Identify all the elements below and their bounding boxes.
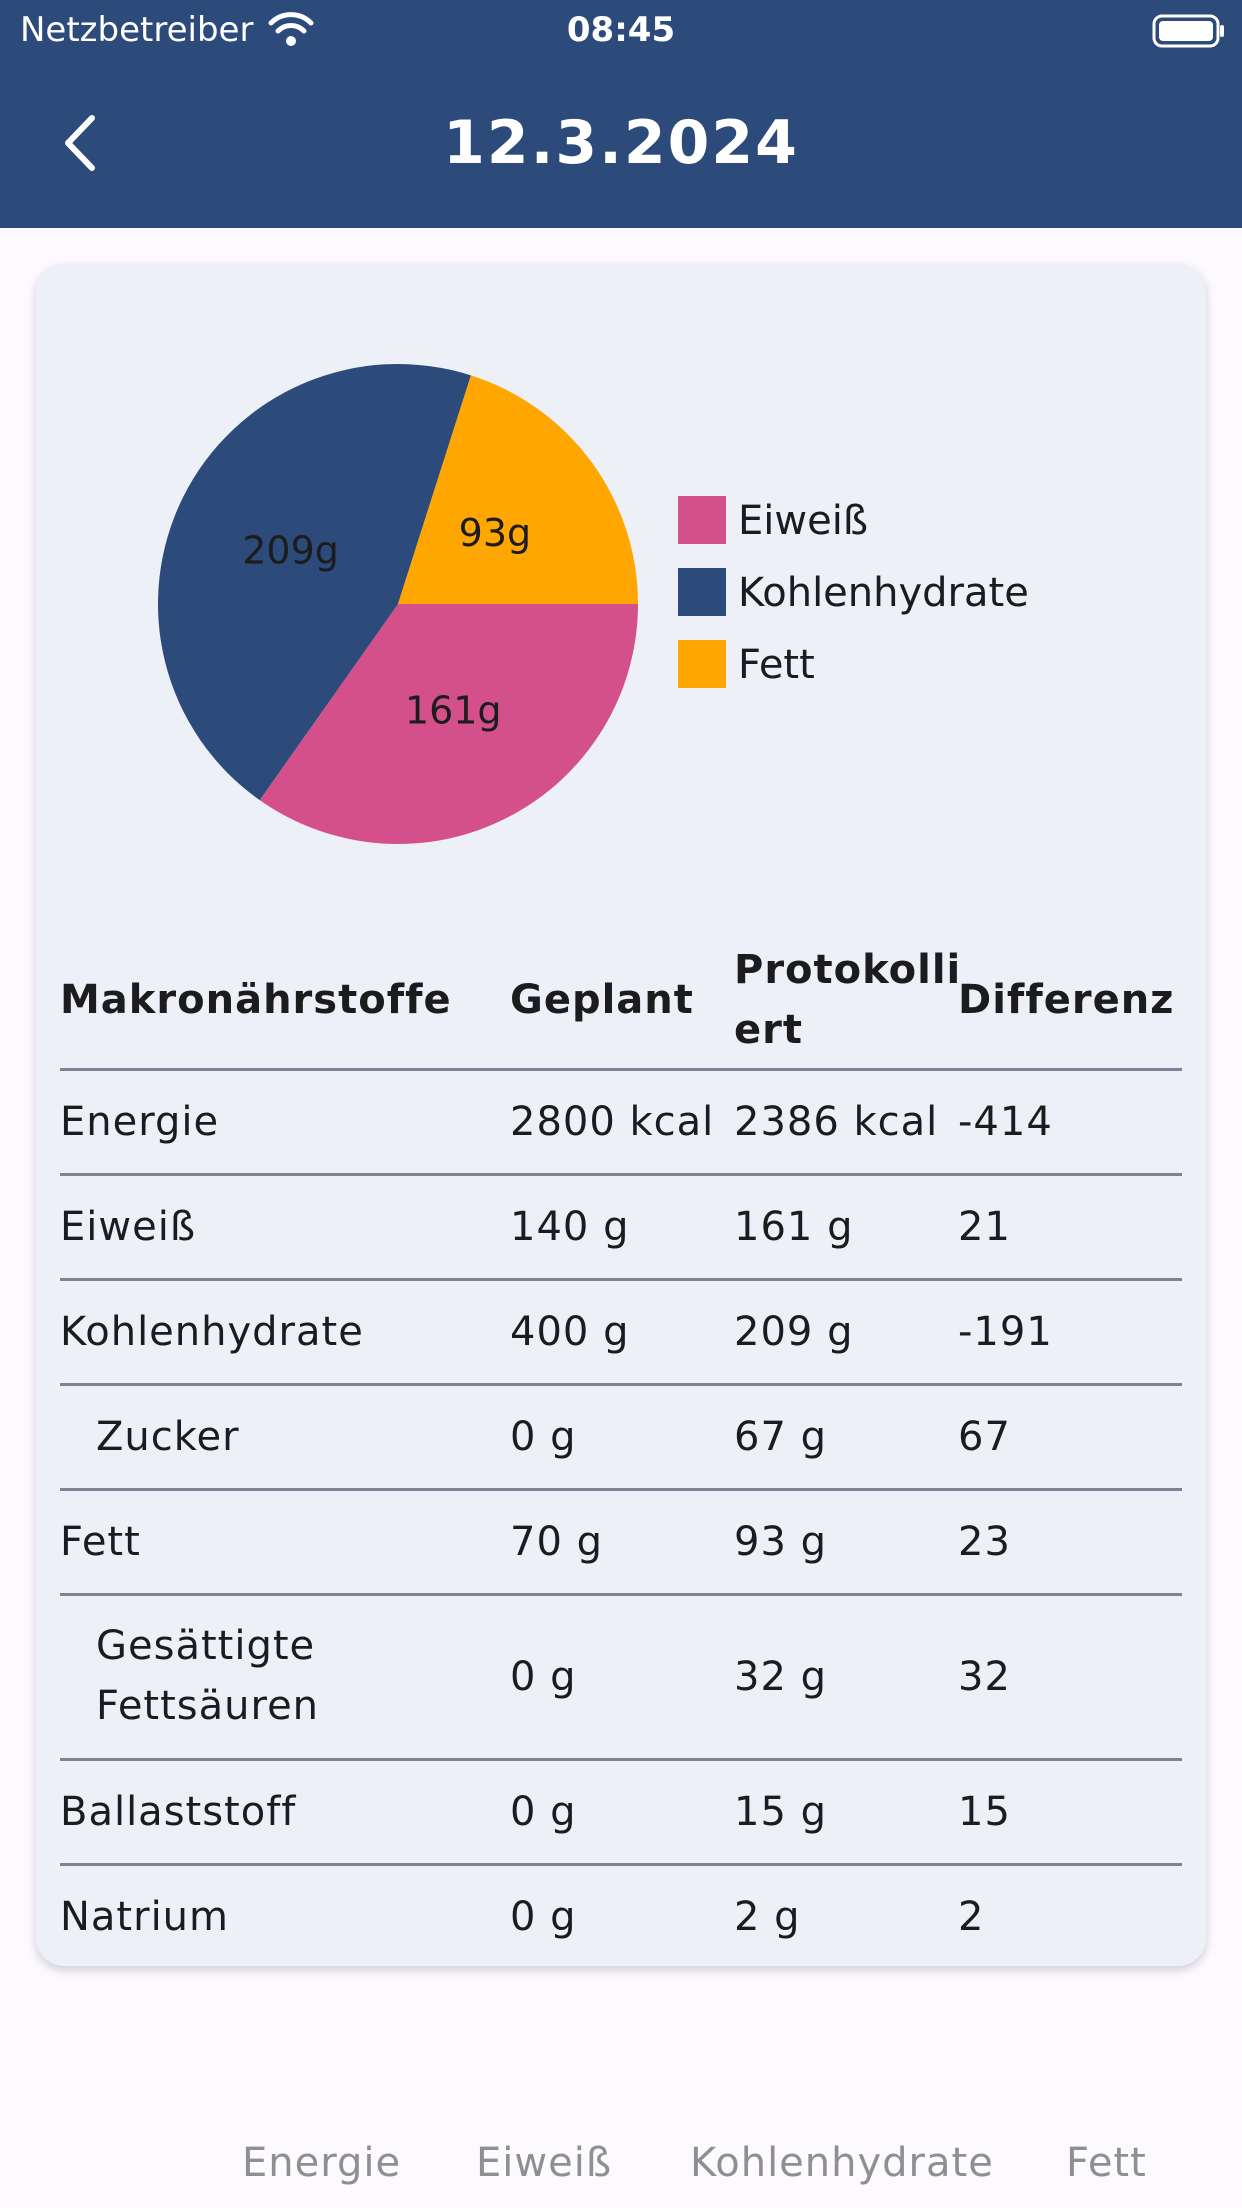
cell-planned: 0 g <box>510 1414 577 1460</box>
cell-planned: 0 g <box>510 1654 577 1700</box>
table-body: Energie 2800 kcal 2386 kcal -414 Eiweiß 140 g… <box>60 1071 1182 1968</box>
pie-data-label: 209g <box>242 529 339 573</box>
nutrition-card: 161g 209g 93g Eiweiß Kohlenhydrate Fett Ma… <box>36 264 1206 1966</box>
cell-nutrient: Natrium <box>60 1894 229 1940</box>
table-row: Zucker 0 g 67 g 67 <box>60 1386 1182 1491</box>
cell-diff: 32 <box>958 1654 1011 1700</box>
cell-planned: 140 g <box>510 1204 630 1250</box>
pie-data-label: 161g <box>405 689 502 733</box>
cell-logged: 67 g <box>734 1414 828 1460</box>
cell-nutrient: Eiweiß <box>60 1204 197 1250</box>
table-header: Makronährstoffe Geplant Protokolli ert Di… <box>60 934 1182 1071</box>
cell-nutrient: Ballaststoff <box>60 1789 297 1835</box>
cell-logged: 32 g <box>734 1654 828 1700</box>
tab-eiweiss[interactable]: Eiweiß <box>476 2140 613 2186</box>
cell-diff: 21 <box>958 1204 1011 1250</box>
column-header-logged: Protokolli ert <box>734 947 962 1053</box>
table-row: Eiweiß 140 g 161 g 21 <box>60 1176 1182 1281</box>
column-header-planned: Geplant <box>510 977 694 1023</box>
macro-pie-chart: 161g 209g 93g <box>157 363 638 844</box>
pie-data-label: 93g <box>459 511 531 555</box>
cell-diff: 23 <box>958 1519 1011 1565</box>
table-row: Natrium 0 g 2 g 2 <box>60 1866 1182 1968</box>
table-row: Fett 70 g 93 g 23 <box>60 1491 1182 1596</box>
cell-logged: 93 g <box>734 1519 828 1565</box>
legend-item-kohlenhydrate: Kohlenhydrate <box>678 568 1098 616</box>
cell-logged: 209 g <box>734 1309 854 1355</box>
cell-planned: 400 g <box>510 1309 630 1355</box>
tab-fett[interactable]: Fett <box>1066 2140 1147 2186</box>
cell-logged: 2 g <box>734 1894 801 1940</box>
status-bar: Netzbetreiber 08:45 <box>0 0 1242 64</box>
tab-kohlenhydrate[interactable]: Kohlenhydrate <box>690 2140 994 2186</box>
legend-item-fett: Fett <box>678 640 1098 688</box>
carrier-name: Netzbetreiber <box>20 10 254 50</box>
pie-slice-eiweiss <box>259 604 638 844</box>
battery-icon <box>1152 14 1224 48</box>
cell-diff: -414 <box>958 1099 1053 1145</box>
status-time: 08:45 <box>566 10 676 50</box>
legend-swatch <box>678 568 726 616</box>
cell-nutrient: Zucker <box>96 1414 240 1460</box>
cell-logged: 161 g <box>734 1204 854 1250</box>
macro-table: Makronährstoffe Geplant Protokolli ert Di… <box>60 934 1182 1968</box>
cell-diff: 2 <box>958 1894 985 1940</box>
table-row: Gesättigte Fettsäuren 0 g 32 g 32 <box>60 1596 1182 1761</box>
legend-swatch <box>678 496 726 544</box>
cell-nutrient: Fett <box>60 1519 141 1565</box>
bottom-tab-bar: Energie Eiweiß Kohlenhydrate Fett <box>0 2126 1242 2206</box>
chevron-left-icon[interactable] <box>56 110 108 176</box>
cell-diff: 15 <box>958 1789 1011 1835</box>
cell-nutrient: Energie <box>60 1099 220 1145</box>
cell-logged: 15 g <box>734 1789 828 1835</box>
cell-diff: 67 <box>958 1414 1011 1460</box>
legend-label: Fett <box>738 642 815 688</box>
column-header-diff: Differenz <box>958 977 1175 1023</box>
page-title: 12.3.2024 <box>443 108 799 178</box>
legend-swatch <box>678 640 726 688</box>
legend-label: Kohlenhydrate <box>738 570 1029 616</box>
cell-logged: 2386 kcal <box>734 1099 939 1145</box>
table-row: Energie 2800 kcal 2386 kcal -414 <box>60 1071 1182 1176</box>
table-row: Kohlenhydrate 400 g 209 g -191 <box>60 1281 1182 1386</box>
wifi-icon <box>268 12 314 46</box>
app-header: Netzbetreiber 08:45 12.3.2024 <box>0 0 1242 228</box>
cell-planned: 0 g <box>510 1894 577 1940</box>
table-row: Ballaststoff 0 g 15 g 15 <box>60 1761 1182 1866</box>
pie-slice-kohlenhydrate <box>157 363 471 801</box>
cell-nutrient: Gesättigte Fettsäuren <box>96 1623 320 1729</box>
column-header-nutrient: Makronährstoffe <box>60 977 452 1023</box>
cell-nutrient: Kohlenhydrate <box>60 1309 364 1355</box>
cell-planned: 0 g <box>510 1789 577 1835</box>
legend-label: Eiweiß <box>738 498 869 544</box>
cell-planned: 70 g <box>510 1519 604 1565</box>
legend-item-eiweiss: Eiweiß <box>678 496 1098 544</box>
tab-energie[interactable]: Energie <box>242 2140 402 2186</box>
cell-diff: -191 <box>958 1309 1053 1355</box>
cell-planned: 2800 kcal <box>510 1099 715 1145</box>
pie-slice-fett <box>398 375 638 604</box>
